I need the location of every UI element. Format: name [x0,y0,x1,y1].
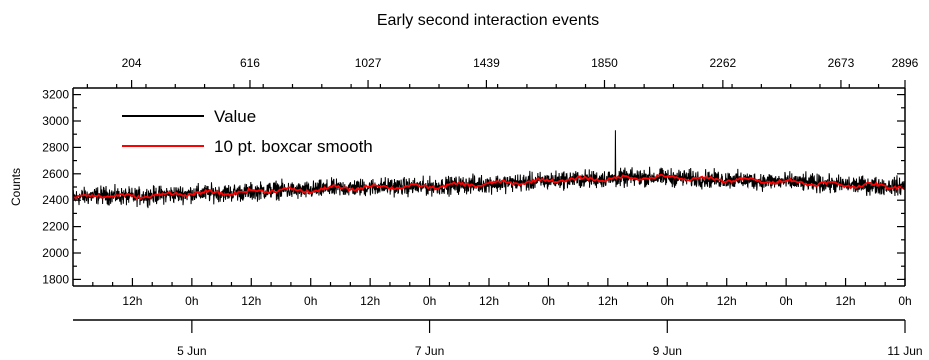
y-tick-label: 3000 [42,114,69,128]
y-axis-ticks: 1800 2000 2200 2400 2600 2800 3000 3200 [42,88,905,286]
top-tick-label: 2896 [892,56,919,70]
hour-tick-label: 0h [898,294,911,308]
hour-tick-label: 12h [241,294,261,308]
y-tick-label: 1800 [42,272,69,286]
top-tick-label: 1850 [591,56,618,70]
y-tick-label: 2600 [42,167,69,181]
y-tick-label: 2400 [42,193,69,207]
series-value-line [72,130,906,209]
plot-area [72,130,906,209]
day-tick-label: 7 Jun [415,344,444,358]
day-tick-label: 11 Jun [887,344,922,358]
y-tick-label: 2000 [42,246,69,260]
legend-label-smooth: 10 pt. boxcar smooth [214,137,373,156]
hour-tick-label: 0h [185,294,198,308]
y-tick-label: 2200 [42,220,69,234]
hour-tick-label: 12h [122,294,142,308]
top-tick-label: 1439 [473,56,500,70]
top-tick-label: 2673 [828,56,855,70]
day-tick-label: 9 Jun [653,344,682,358]
top-tick-label: 2262 [710,56,737,70]
hour-tick-label: 12h [360,294,380,308]
hour-tick-label: 12h [479,294,499,308]
top-tick-label: 204 [122,56,142,70]
hour-tick-label: 0h [304,294,317,308]
y-tick-label: 3200 [42,88,69,102]
top-tick-label: 616 [240,56,260,70]
series-smooth-line [72,173,905,201]
top-tick-label: 1027 [355,56,382,70]
top-axis-ticks: 204 616 1027 1439 1850 2262 2673 2896 [86,56,919,88]
hour-tick-label: 0h [779,294,792,308]
day-tick-label: 5 Jun [177,344,206,358]
hour-tick-label: 0h [661,294,674,308]
legend-label-value: Value [214,107,256,126]
hour-tick-label: 0h [423,294,436,308]
day-axis-ticks: 5 Jun 7 Jun 9 Jun 11 Jun [177,320,923,358]
hour-tick-label: 12h [836,294,856,308]
hour-tick-label: 0h [542,294,555,308]
y-axis-label: Counts [9,168,23,206]
hour-tick-label: 12h [717,294,737,308]
hour-tick-label: 12h [598,294,618,308]
y-tick-label: 2800 [42,140,69,154]
legend: Value 10 pt. boxcar smooth [122,107,373,156]
chart-title: Early second interaction events [377,12,599,29]
hour-axis-ticks: 12h 0h 12h 0h 12h 0h 12h 0h 12h 0h 12h 0h 12h 0h [92,278,912,308]
